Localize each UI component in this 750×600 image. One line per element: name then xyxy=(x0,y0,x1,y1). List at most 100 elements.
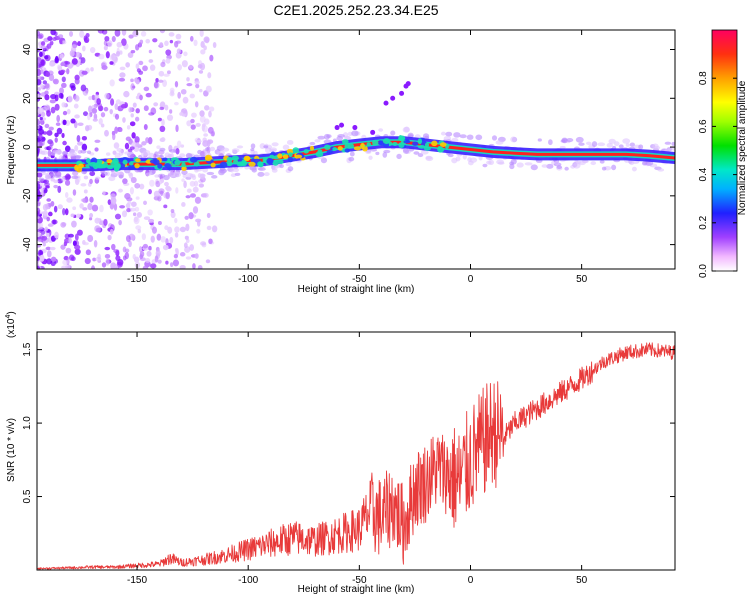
noise-cell xyxy=(166,70,171,75)
halo-cell xyxy=(110,169,115,175)
halo-cell xyxy=(425,155,432,160)
noise-cell xyxy=(143,216,151,221)
noise-cell xyxy=(92,257,97,262)
halo-cell xyxy=(118,150,124,156)
halo-cell xyxy=(351,130,359,137)
noise-cell xyxy=(47,36,53,42)
halo-cell xyxy=(257,171,265,177)
halo-cell xyxy=(269,147,278,152)
noise-cell xyxy=(148,218,155,223)
bottom-x-tick-label: 50 xyxy=(576,575,588,586)
noise-cell xyxy=(193,39,198,47)
noise-cell xyxy=(45,246,51,251)
noise-cell xyxy=(79,30,85,38)
noise-cell xyxy=(175,124,179,133)
noise-cell xyxy=(99,204,104,213)
noise-cell xyxy=(65,247,72,254)
noise-cell xyxy=(158,70,165,77)
noise-cell xyxy=(134,116,140,122)
ridge-cell xyxy=(225,160,233,167)
halo-cell xyxy=(585,141,592,146)
noise-cell xyxy=(163,204,168,209)
ridge-cell xyxy=(134,163,140,169)
noise-cell xyxy=(114,265,119,269)
ridge-cell xyxy=(398,135,403,142)
halo-cell xyxy=(510,158,517,165)
halo-cell xyxy=(337,134,345,138)
noise-cell xyxy=(110,262,117,269)
noise-cell xyxy=(37,202,41,207)
noise-cell xyxy=(145,257,151,263)
noise-cell xyxy=(46,110,51,117)
noise-cell xyxy=(49,246,56,251)
colorbar-tick-label: 0.6 xyxy=(698,119,709,133)
halo-cell xyxy=(530,164,538,171)
halo-cell xyxy=(279,163,284,169)
noise-cell xyxy=(117,259,124,266)
halo-cell xyxy=(491,135,498,141)
noise-cell xyxy=(114,113,120,120)
noise-cell xyxy=(69,50,75,57)
noise-cell xyxy=(39,254,45,262)
noise-cell xyxy=(139,250,145,258)
noise-cell xyxy=(132,30,139,37)
noise-cell xyxy=(40,235,48,241)
noise-cell xyxy=(62,259,68,266)
noise-cell xyxy=(104,35,110,42)
noise-cell xyxy=(107,40,113,48)
halo-cell xyxy=(61,155,66,160)
noise-cell xyxy=(203,133,209,137)
noise-cell xyxy=(98,118,103,125)
noise-cell xyxy=(53,184,59,189)
noise-cell xyxy=(130,176,137,184)
noise-cell xyxy=(176,48,182,54)
noise-cell xyxy=(73,103,79,109)
noise-cell xyxy=(165,260,169,265)
halo-cell xyxy=(468,160,474,166)
noise-cell xyxy=(138,60,144,66)
noise-cell xyxy=(194,253,199,259)
noise-cell xyxy=(128,34,134,39)
halo-cell xyxy=(38,177,45,182)
halo-cell xyxy=(466,134,474,140)
halo-cell xyxy=(257,167,266,171)
noise-cell xyxy=(185,238,190,244)
noise-cell xyxy=(101,65,108,70)
noise-cell xyxy=(132,212,137,217)
noise-cell xyxy=(130,78,134,83)
noise-cell xyxy=(131,132,136,139)
noise-cell xyxy=(186,77,190,82)
noise-cell xyxy=(37,87,42,91)
halo-cell xyxy=(271,142,279,147)
halo-cell xyxy=(402,126,411,133)
noise-cell xyxy=(92,118,98,122)
snr-frame xyxy=(36,331,676,571)
noise-cell xyxy=(135,225,142,230)
halo-cell xyxy=(641,161,648,166)
noise-cell xyxy=(52,219,57,225)
noise-cell xyxy=(181,108,187,114)
noise-cell xyxy=(175,187,179,194)
noise-cell xyxy=(81,136,88,141)
halo-cell xyxy=(249,165,257,171)
noise-cell xyxy=(159,106,165,111)
noise-cell xyxy=(37,256,40,262)
noise-cell xyxy=(94,139,101,143)
noise-cell xyxy=(121,30,127,36)
noise-cell xyxy=(110,98,115,106)
noise-cell xyxy=(61,40,67,45)
noise-cell xyxy=(118,128,123,132)
noise-cell xyxy=(148,112,155,116)
halo-cell xyxy=(671,141,675,146)
halo-cell xyxy=(378,128,384,132)
noise-cell xyxy=(48,211,53,217)
spectrogram-frame xyxy=(36,29,676,270)
bottom-x-tick-label: -150 xyxy=(127,575,147,586)
halo-cell xyxy=(61,176,66,182)
noise-cell xyxy=(116,41,123,48)
halo-cell xyxy=(638,144,644,150)
noise-cell xyxy=(174,217,178,224)
noise-cell xyxy=(163,73,170,77)
noise-cell xyxy=(204,37,210,44)
noise-cell xyxy=(44,182,50,187)
